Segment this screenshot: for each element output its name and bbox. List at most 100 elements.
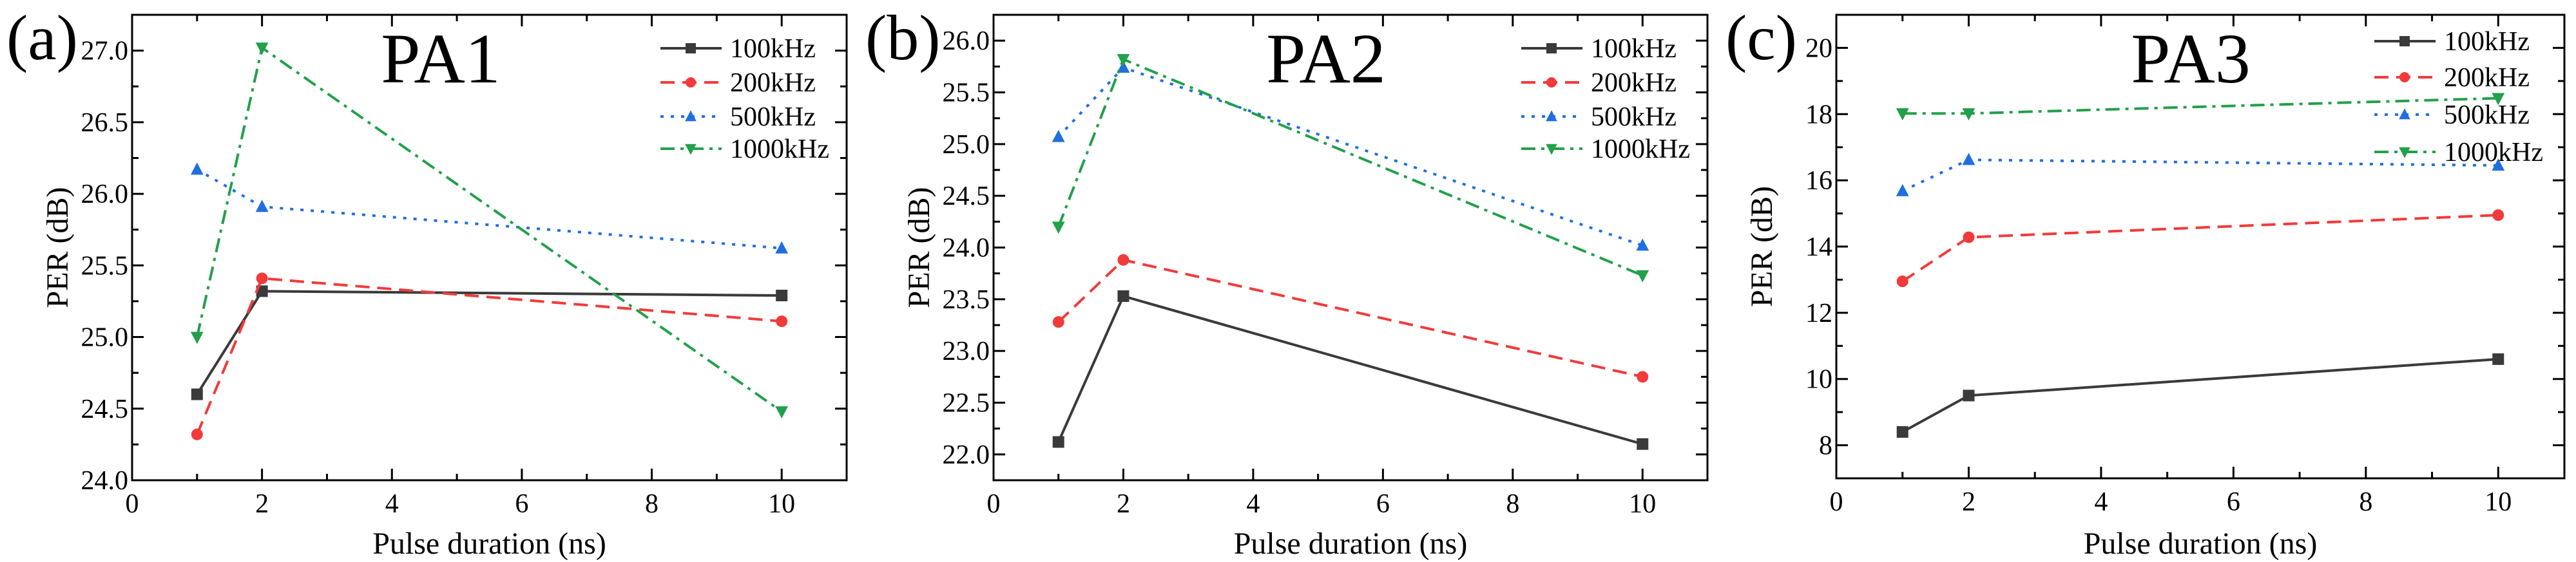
- series-line: [195, 277, 782, 435]
- legend-label: 1000kHz: [1591, 135, 1690, 164]
- y-axis-title: PER (dB): [902, 187, 936, 308]
- x-tick-label: 10: [1629, 489, 1656, 519]
- series-line: [1901, 214, 2499, 283]
- data-point: [1117, 290, 1129, 303]
- legend-label: 100kHz: [730, 34, 816, 64]
- data-point: [1896, 276, 1908, 287]
- panel-2: 0 2 4 6 8 10 22.0 22.5 23.0 23.5 24.0 24.5 25.0 25.5 2…: [865, 2, 1709, 561]
- panel-label: (a): [6, 2, 78, 73]
- x-tick-label: 2: [255, 489, 269, 519]
- panel-label: (c): [1725, 2, 1797, 73]
- x-tick-label: 6: [2227, 487, 2240, 517]
- legend-entry: 200kHz: [660, 68, 816, 98]
- series-100kHz: [191, 285, 788, 400]
- data-point: [1117, 254, 1129, 266]
- y-tick-label: 27.0: [81, 37, 129, 66]
- series-500kHz: [1052, 61, 1649, 251]
- y-tick-label: 25.5: [943, 79, 990, 108]
- data-point: [1636, 238, 1649, 251]
- legend-entry: 200kHz: [2374, 63, 2530, 93]
- y-tick-label: 24.5: [943, 182, 990, 211]
- x-tick-label: 8: [1506, 489, 1519, 519]
- legend-marker: [686, 77, 696, 88]
- series-line: [1057, 294, 1643, 445]
- data-point: [255, 200, 269, 212]
- legend-marker: [686, 43, 696, 53]
- x-tick-label: 2: [1962, 487, 1975, 517]
- legend-entry: 1000kHz: [660, 135, 829, 164]
- panel-title: PA3: [2131, 19, 2251, 98]
- legend-marker: [2399, 108, 2410, 120]
- x-axis-title: Pulse duration (ns): [1234, 527, 1468, 561]
- x-tick-label: 4: [385, 489, 399, 519]
- legend-marker: [2399, 147, 2410, 158]
- data-point: [1896, 183, 1909, 196]
- legend-marker: [685, 144, 697, 155]
- series-line: [1057, 258, 1643, 379]
- data-point: [256, 272, 268, 285]
- y-tick-label: 23.0: [943, 337, 990, 366]
- data-point: [190, 332, 204, 344]
- x-tick-label: 10: [768, 489, 795, 519]
- panel-title: PA2: [1266, 19, 1386, 98]
- series-line: [196, 168, 782, 250]
- plot-frame: [131, 14, 848, 482]
- y-tick-label: 14: [1805, 232, 1832, 262]
- legend-marker: [2399, 72, 2410, 82]
- legend-label: 500kHz: [1591, 102, 1677, 132]
- x-tick-label: 2: [1117, 489, 1130, 519]
- legend-label: 200kHz: [1591, 68, 1677, 98]
- legend-marker: [1546, 77, 1557, 88]
- series-line: [1902, 97, 2499, 115]
- data-point: [1052, 129, 1065, 142]
- x-axis-title: Pulse duration (ns): [2084, 527, 2318, 561]
- y-tick-label: 25.0: [943, 130, 990, 160]
- legend-entry: 500kHz: [1521, 102, 1677, 132]
- axis-ticks: [1835, 14, 2566, 480]
- plot-frame: [1835, 14, 2566, 480]
- data-point: [1117, 61, 1130, 73]
- data-point: [1962, 153, 1975, 165]
- legend-entry: 100kHz: [1521, 34, 1677, 64]
- legend-marker: [1546, 43, 1557, 53]
- x-tick-label: 0: [987, 489, 1001, 519]
- data-point: [1117, 53, 1130, 66]
- legend-entry: 100kHz: [660, 34, 816, 64]
- legend-label: 200kHz: [730, 68, 816, 98]
- x-axis-title: Pulse duration (ns): [372, 527, 606, 561]
- legend-marker: [1546, 110, 1557, 122]
- legend-entry: 500kHz: [2374, 100, 2530, 130]
- series-line: [196, 290, 782, 395]
- legend-label: 100kHz: [2444, 27, 2530, 57]
- y-axis-title: PER (dB): [41, 187, 75, 308]
- x-tick-label: 8: [645, 489, 658, 519]
- data-point: [1052, 221, 1065, 234]
- data-point: [191, 388, 203, 400]
- x-tick-label: 4: [1246, 489, 1260, 519]
- y-tick-label: 12: [1805, 299, 1832, 328]
- data-point: [1052, 436, 1064, 448]
- x-tick-label: 0: [1830, 487, 1843, 517]
- panel-title: PA1: [381, 19, 501, 98]
- series-line: [195, 45, 783, 413]
- data-point: [2492, 353, 2504, 365]
- series-line: [1901, 357, 2499, 433]
- y-tick-label: 25.5: [81, 251, 129, 281]
- legend-entry: 100kHz: [2374, 27, 2530, 57]
- data-point: [1963, 231, 1975, 243]
- y-tick-label: 23.5: [943, 285, 990, 315]
- series-100kHz: [1896, 353, 2504, 438]
- data-point: [776, 290, 788, 302]
- data-point: [190, 162, 204, 175]
- y-tick-label: 20: [1805, 33, 1832, 63]
- data-point: [2492, 158, 2505, 171]
- series-1000kHz: [190, 42, 789, 419]
- y-tick-label: 26.0: [81, 180, 129, 209]
- series-200kHz: [1896, 209, 2504, 287]
- legend-label: 500kHz: [2444, 100, 2530, 130]
- legend-label: 1000kHz: [730, 135, 829, 164]
- data-point: [1963, 389, 1975, 402]
- x-tick-label: 0: [126, 489, 139, 519]
- legend-entry: 1000kHz: [1521, 135, 1690, 164]
- y-tick-label: 25.0: [81, 323, 129, 353]
